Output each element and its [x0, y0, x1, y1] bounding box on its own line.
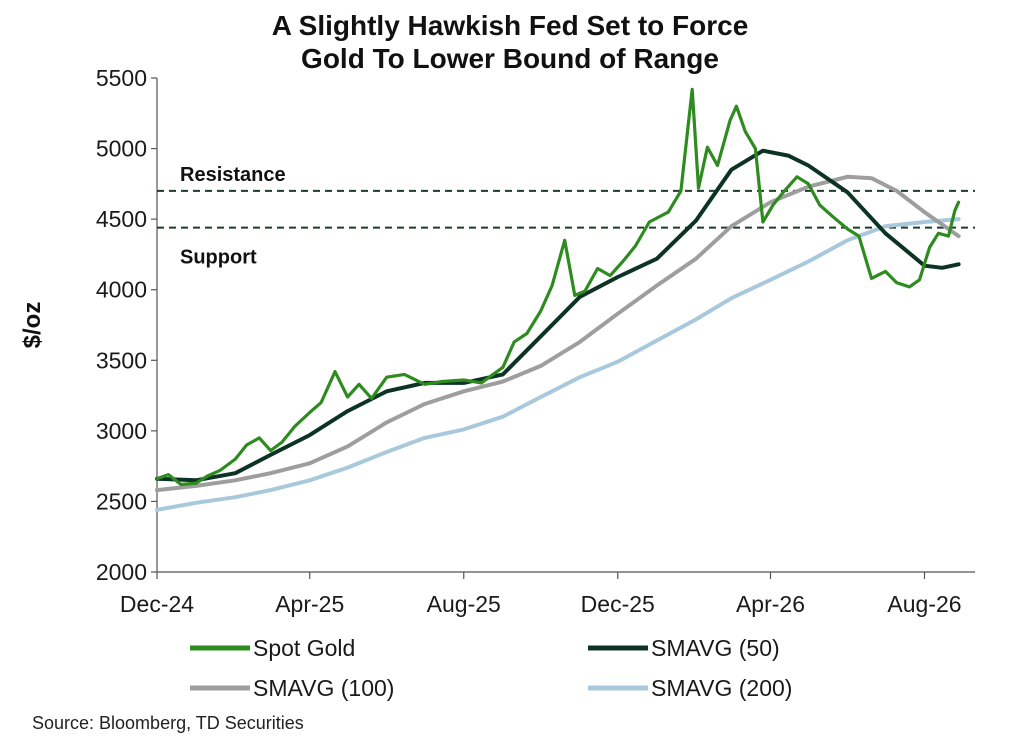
x-tick-label: Dec-24 — [120, 591, 194, 617]
y-tick-label: 5500 — [96, 65, 147, 91]
source-note: Source: Bloomberg, TD Securities — [32, 713, 304, 733]
x-tick-label: Aug-26 — [887, 591, 961, 617]
legend-item: SMAVG (100) — [190, 675, 394, 701]
series-line-smavg-100 — [155, 174, 961, 493]
axis-ticks: 2000 2500 3000 3500 4000 4500 5000 5500 Dec-24 Ap… — [96, 65, 962, 617]
y-axis-label: $/oz — [19, 302, 46, 349]
y-tick-label: 3500 — [96, 347, 147, 373]
legend-label: SMAVG (50) — [651, 635, 780, 661]
legend-label: Spot Gold — [253, 635, 355, 661]
reference-label-resistance: Resistance — [180, 164, 286, 186]
legend-label: SMAVG (100) — [253, 675, 394, 701]
reference-label-support: Support — [180, 247, 257, 269]
chart-title-line: A Slightly Hawkish Fed Set to Force — [272, 10, 749, 41]
y-tick-label: 4000 — [96, 277, 147, 303]
x-tick-label: Dec-25 — [581, 591, 655, 617]
series-line-spot-gold — [155, 87, 961, 487]
legend-item: SMAVG (50) — [588, 635, 780, 661]
y-tick-label: 2000 — [96, 559, 147, 585]
axes — [156, 78, 975, 573]
legend-item: SMAVG (200) — [588, 675, 792, 701]
legend-label: SMAVG (200) — [651, 675, 792, 701]
y-tick-label: 4500 — [96, 206, 147, 232]
series-line-smavg-50 — [155, 148, 961, 483]
y-axis-label-group: $/oz — [19, 302, 46, 349]
x-tick-label: Apr-25 — [275, 591, 344, 617]
series-lines — [155, 87, 961, 512]
chart-title: A Slightly Hawkish Fed Set to ForceGold … — [272, 10, 749, 74]
chart-title-line: Gold To Lower Bound of Range — [301, 43, 719, 74]
x-tick-label: Aug-25 — [427, 591, 501, 617]
reference-lines: Resistance Support — [157, 164, 975, 269]
series-line-smavg-200 — [155, 217, 961, 512]
legend: Spot Gold SMAVG (50) SMAVG (100) SMAVG (200… — [190, 635, 792, 701]
y-tick-label: 2500 — [96, 488, 147, 514]
x-tick-label: Apr-26 — [736, 591, 805, 617]
y-tick-label: 3000 — [96, 418, 147, 444]
legend-item: Spot Gold — [190, 635, 355, 661]
y-tick-label: 5000 — [96, 136, 147, 162]
